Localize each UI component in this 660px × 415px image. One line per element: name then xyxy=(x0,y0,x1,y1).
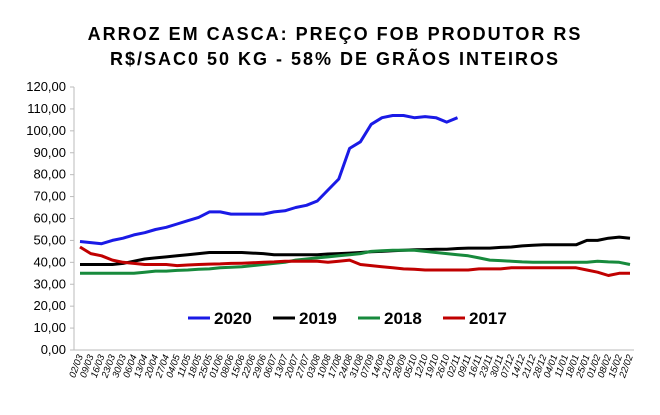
y-tick-label: 120,00 xyxy=(26,79,66,94)
legend-label: 2018 xyxy=(384,309,422,328)
series-line xyxy=(79,245,630,277)
y-tick-label: 40,00 xyxy=(33,254,66,269)
y-tick-label: 60,00 xyxy=(33,211,66,226)
legend-label: 2017 xyxy=(469,309,507,328)
series-line xyxy=(80,248,631,275)
y-tick-label: 0,00 xyxy=(41,342,66,357)
y-tick-label: 20,00 xyxy=(33,298,66,313)
series-line xyxy=(79,114,459,246)
y-tick-label: 80,00 xyxy=(33,167,66,182)
y-tick-label: 90,00 xyxy=(33,145,66,160)
y-tick-label: 30,00 xyxy=(33,276,66,291)
chart-title: ARROZ EM CASCA: PREÇO FOB PRODUTOR RS xyxy=(88,24,583,44)
y-tick-label: 110,00 xyxy=(27,101,66,116)
series-line xyxy=(80,235,631,266)
legend-label: 2020 xyxy=(214,309,252,328)
y-tick-label: 50,00 xyxy=(33,232,66,247)
chart-subtitle: R$/SAC0 50 KG - 58% DE GRÃOS INTEIROS xyxy=(110,48,560,69)
y-tick-label: 100,00 xyxy=(26,123,66,138)
y-tick-label: 10,00 xyxy=(33,320,66,335)
y-tick-label: 70,00 xyxy=(33,189,66,204)
legend-label: 2019 xyxy=(299,309,337,328)
